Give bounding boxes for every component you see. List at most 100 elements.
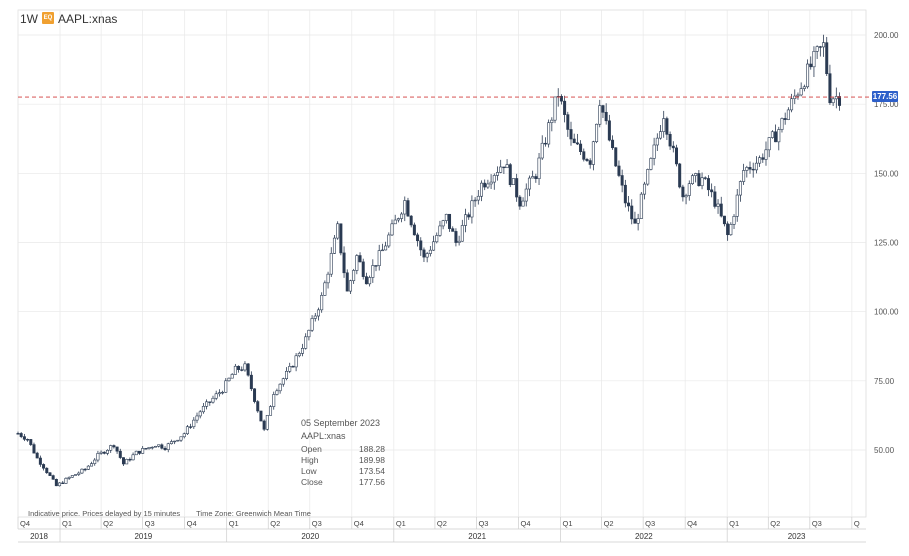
candle	[681, 184, 685, 202]
candle	[332, 235, 336, 254]
candle	[524, 183, 528, 207]
candle	[751, 162, 755, 178]
candle	[710, 183, 714, 198]
candle	[96, 450, 100, 463]
candle	[86, 465, 90, 471]
candle	[32, 442, 36, 454]
candle	[668, 131, 672, 150]
candle	[230, 373, 234, 379]
candle	[176, 439, 180, 442]
candle	[838, 92, 842, 111]
candle	[774, 124, 778, 143]
candle	[16, 431, 20, 435]
grid	[17, 9, 867, 518]
candle	[26, 438, 30, 442]
candle	[384, 241, 388, 251]
candle	[796, 92, 800, 100]
candle	[454, 228, 458, 247]
candle	[320, 292, 324, 313]
candle	[380, 243, 384, 252]
candle	[137, 450, 141, 455]
candle	[313, 312, 317, 322]
candle	[764, 141, 768, 166]
candle	[51, 474, 55, 480]
candle	[719, 196, 723, 218]
candle	[812, 46, 816, 78]
candle	[428, 246, 432, 257]
candle	[45, 467, 49, 474]
candle	[221, 390, 225, 395]
candle	[189, 423, 193, 429]
candle	[64, 477, 68, 484]
candle	[611, 135, 615, 150]
candle	[355, 254, 359, 275]
candle	[537, 152, 541, 186]
candle	[652, 137, 656, 166]
candle	[627, 195, 631, 212]
candle	[809, 56, 813, 70]
candle	[387, 232, 391, 249]
candle	[742, 163, 746, 185]
candle	[300, 343, 304, 357]
candle	[35, 451, 39, 459]
y-tick-label: 125.00	[874, 239, 899, 248]
candle	[61, 480, 65, 484]
candle	[595, 123, 599, 144]
candle	[339, 223, 343, 256]
candle	[713, 186, 717, 209]
candle	[591, 140, 595, 171]
candle	[396, 217, 400, 223]
candle	[786, 107, 790, 121]
candle	[620, 169, 624, 193]
tooltip-row: Low 173.54	[301, 466, 385, 477]
candle	[160, 443, 164, 450]
candle	[99, 450, 103, 455]
candle	[364, 272, 368, 285]
candle	[777, 126, 781, 151]
candle	[483, 179, 487, 191]
candle	[128, 457, 132, 462]
candle	[502, 166, 506, 175]
candle	[790, 93, 794, 113]
candle	[527, 175, 531, 197]
candle	[559, 94, 563, 105]
candle	[735, 188, 739, 222]
quarter-tick-label: Q1	[563, 519, 573, 528]
tooltip-value: 177.56	[359, 477, 385, 487]
candle	[58, 482, 62, 487]
candle	[834, 87, 838, 109]
candle	[780, 117, 784, 133]
candle	[185, 425, 189, 436]
candle	[169, 439, 173, 445]
candle	[499, 159, 503, 174]
candle	[729, 222, 733, 236]
candle	[802, 84, 806, 92]
symbol-label[interactable]: AAPL:xnas	[58, 12, 118, 26]
candle	[508, 163, 512, 188]
candle	[534, 173, 538, 183]
delay-note: Indicative price. Prices delayed by 15 m…	[28, 509, 181, 518]
footer-note: Indicative price. Prices delayed by 15 m…	[28, 509, 325, 518]
candle	[694, 172, 698, 183]
candle	[815, 45, 819, 59]
candle	[192, 417, 196, 429]
candle	[425, 251, 429, 263]
candle	[761, 153, 765, 163]
candle	[662, 110, 666, 138]
candle	[348, 279, 352, 294]
year-label: 2022	[635, 532, 653, 541]
candle	[540, 135, 544, 160]
quarter-tick-label: Q2	[103, 519, 113, 528]
candle	[233, 363, 237, 375]
candle	[563, 95, 567, 123]
year-label: 2019	[134, 532, 152, 541]
x-axis: Q4 Q1 Q2 Q3 Q4 Q1 Q2 Q3 Q4 Q1 Q2 Q3 Q4 Q1 Q2 Q3 Q4 Q1 Q2 Q3…	[17, 517, 866, 543]
candle	[102, 451, 106, 455]
interval-label[interactable]: 1W	[20, 12, 38, 26]
y-tick-label: 75.00	[874, 377, 895, 386]
candle	[492, 173, 496, 190]
quarter-tick-label: Q3	[312, 519, 322, 528]
tooltip-symbol: AAPL:xnas	[301, 431, 346, 441]
tooltip-date: 05 September 2023	[301, 418, 381, 428]
